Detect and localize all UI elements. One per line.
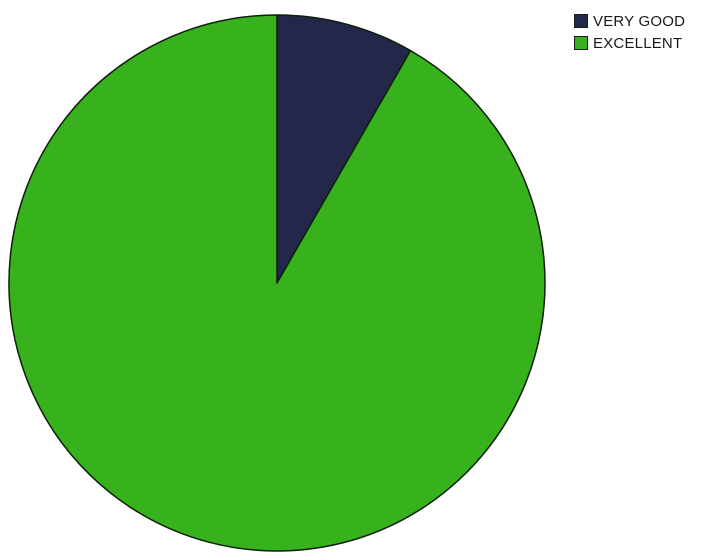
legend-label-excellent: EXCELLENT [593,34,683,52]
legend-swatch-excellent [574,36,588,50]
legend-swatch-very-good [574,14,588,28]
legend-item-excellent: EXCELLENT [574,32,685,54]
legend: VERY GOOD EXCELLENT [574,10,685,54]
legend-item-very-good: VERY GOOD [574,10,685,32]
legend-label-very-good: VERY GOOD [593,12,686,30]
pie-slice-very-good [276,14,412,284]
pie-slice-excellent [8,14,546,552]
